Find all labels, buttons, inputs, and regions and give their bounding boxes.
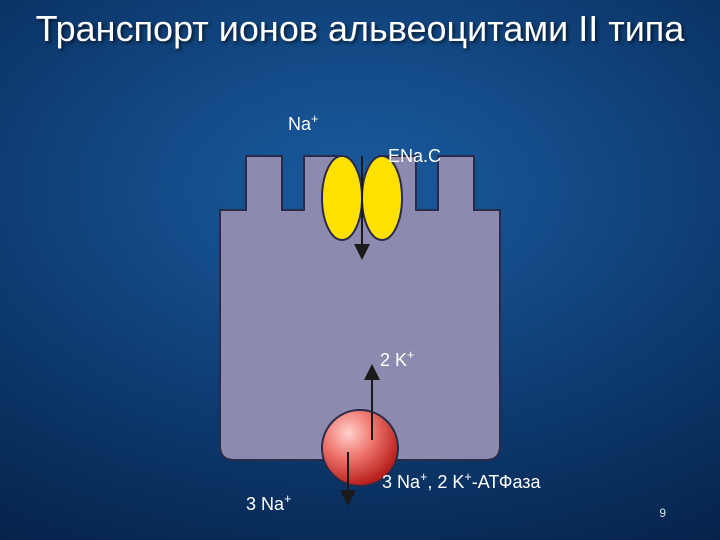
label-enac: ENa.C bbox=[388, 146, 441, 167]
enac-lobe-right bbox=[362, 156, 402, 240]
label-na-top: Na+ bbox=[288, 114, 318, 135]
label-2k-text: 2 K bbox=[380, 350, 407, 370]
label-3na-bottom-text: 3 Na bbox=[246, 494, 284, 514]
label-atpase-sup2: + bbox=[464, 470, 471, 484]
label-3na-bottom: 3 Na+ bbox=[246, 494, 291, 515]
label-atpase-post: -АТФаза bbox=[472, 472, 541, 492]
label-atpase-pre: 3 Na bbox=[382, 472, 420, 492]
label-atpase-mid: , 2 K bbox=[427, 472, 464, 492]
page-number: 9 bbox=[659, 506, 666, 520]
enac-lobe-left bbox=[322, 156, 362, 240]
label-2k-sup: + bbox=[407, 348, 414, 362]
ion-transport-diagram bbox=[0, 0, 720, 540]
label-na-top-text: Na bbox=[288, 114, 311, 134]
label-3na-bottom-sup: + bbox=[284, 492, 291, 506]
label-atpase: 3 Na+, 2 K+-АТФаза bbox=[382, 472, 541, 493]
label-na-top-sup: + bbox=[311, 112, 318, 126]
label-2k: 2 K+ bbox=[380, 350, 414, 371]
